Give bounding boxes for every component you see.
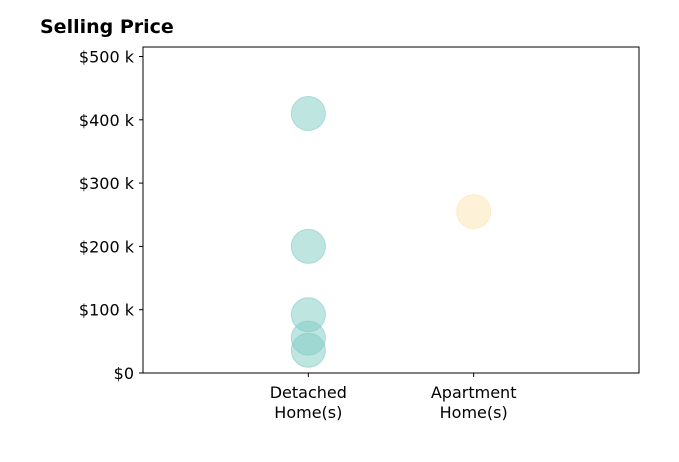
y-tick-label: $200 k	[79, 237, 135, 256]
axis-layer: $0 $100 k $200 k $300 k $400 k $500 k Detached…	[79, 47, 517, 422]
y-tick-label: $100 k	[79, 301, 135, 320]
data-point	[290, 95, 326, 131]
data-point	[456, 194, 492, 230]
points-layer	[290, 95, 492, 368]
x-tick-label: Detached Home(s)	[270, 383, 347, 422]
y-tick-label: $300 k	[79, 174, 135, 193]
y-tick-label: $500 k	[79, 47, 135, 66]
data-point	[290, 332, 326, 368]
data-point	[290, 228, 326, 264]
x-tick-label: Apartment Home(s)	[431, 383, 517, 422]
plot-frame	[142, 46, 640, 374]
y-tick-label: $0	[114, 364, 134, 383]
y-tick-label: $400 k	[79, 111, 135, 130]
chart-title: Selling Price	[40, 16, 174, 38]
